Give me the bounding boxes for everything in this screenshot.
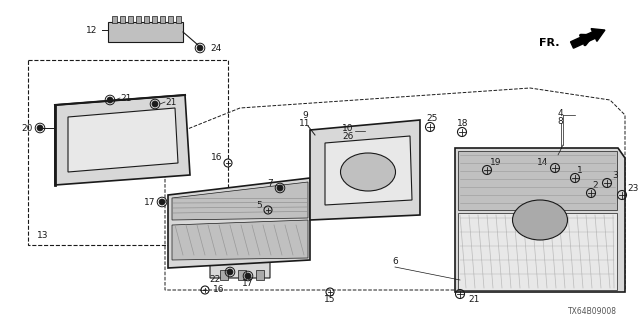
Ellipse shape — [513, 200, 568, 240]
Text: 16: 16 — [211, 153, 222, 162]
Text: 3: 3 — [612, 171, 618, 180]
Bar — [176, 16, 181, 23]
Circle shape — [107, 97, 113, 103]
Polygon shape — [325, 136, 412, 205]
Polygon shape — [168, 178, 310, 268]
Bar — [144, 16, 149, 23]
Text: 10: 10 — [342, 124, 354, 132]
Text: TX64B09008: TX64B09008 — [568, 308, 616, 316]
Polygon shape — [310, 120, 420, 220]
Bar — [152, 16, 157, 23]
Polygon shape — [172, 220, 308, 260]
Text: 14: 14 — [536, 157, 548, 166]
Bar — [220, 270, 228, 280]
Circle shape — [245, 273, 251, 279]
Text: 5: 5 — [256, 201, 262, 210]
Text: 23: 23 — [627, 183, 638, 193]
Bar — [108, 22, 183, 42]
Text: 6: 6 — [392, 258, 398, 267]
Polygon shape — [55, 95, 190, 185]
Circle shape — [152, 101, 158, 107]
Text: 7: 7 — [268, 179, 273, 188]
Text: 17: 17 — [243, 279, 253, 289]
Polygon shape — [458, 151, 617, 210]
Circle shape — [37, 125, 43, 131]
Ellipse shape — [340, 153, 396, 191]
Text: 2: 2 — [592, 180, 598, 189]
Text: 19: 19 — [490, 157, 502, 166]
Polygon shape — [458, 213, 617, 290]
Bar — [112, 16, 117, 23]
Text: 21: 21 — [165, 98, 177, 107]
Bar — [160, 16, 165, 23]
FancyArrow shape — [570, 28, 605, 48]
Text: 22: 22 — [209, 276, 221, 284]
Polygon shape — [210, 255, 270, 278]
Circle shape — [227, 269, 233, 275]
Text: 16: 16 — [213, 285, 225, 294]
Text: 24: 24 — [210, 44, 221, 52]
Text: 18: 18 — [457, 118, 468, 127]
Text: 20: 20 — [22, 124, 33, 132]
Circle shape — [159, 199, 165, 205]
Text: 12: 12 — [86, 26, 97, 35]
Text: 26: 26 — [342, 132, 354, 140]
Text: 17: 17 — [143, 197, 155, 206]
Bar — [128, 16, 133, 23]
Polygon shape — [172, 182, 308, 220]
Text: 21: 21 — [120, 93, 131, 102]
Bar — [256, 270, 264, 280]
Bar — [28, 60, 228, 245]
Bar — [136, 16, 141, 23]
Bar — [120, 16, 125, 23]
Text: 4: 4 — [557, 108, 563, 117]
Text: 25: 25 — [426, 114, 438, 123]
Text: 13: 13 — [37, 230, 49, 239]
Bar — [168, 16, 173, 23]
Bar — [238, 270, 246, 280]
Text: 11: 11 — [300, 118, 311, 127]
Text: FR.: FR. — [540, 38, 560, 48]
Text: 9: 9 — [302, 110, 308, 119]
Polygon shape — [455, 148, 625, 292]
Text: 8: 8 — [557, 116, 563, 125]
Circle shape — [197, 45, 203, 51]
Text: 15: 15 — [324, 295, 336, 305]
Polygon shape — [68, 108, 178, 172]
Text: 21: 21 — [468, 295, 479, 305]
Text: 1: 1 — [577, 165, 583, 174]
Circle shape — [277, 185, 283, 191]
